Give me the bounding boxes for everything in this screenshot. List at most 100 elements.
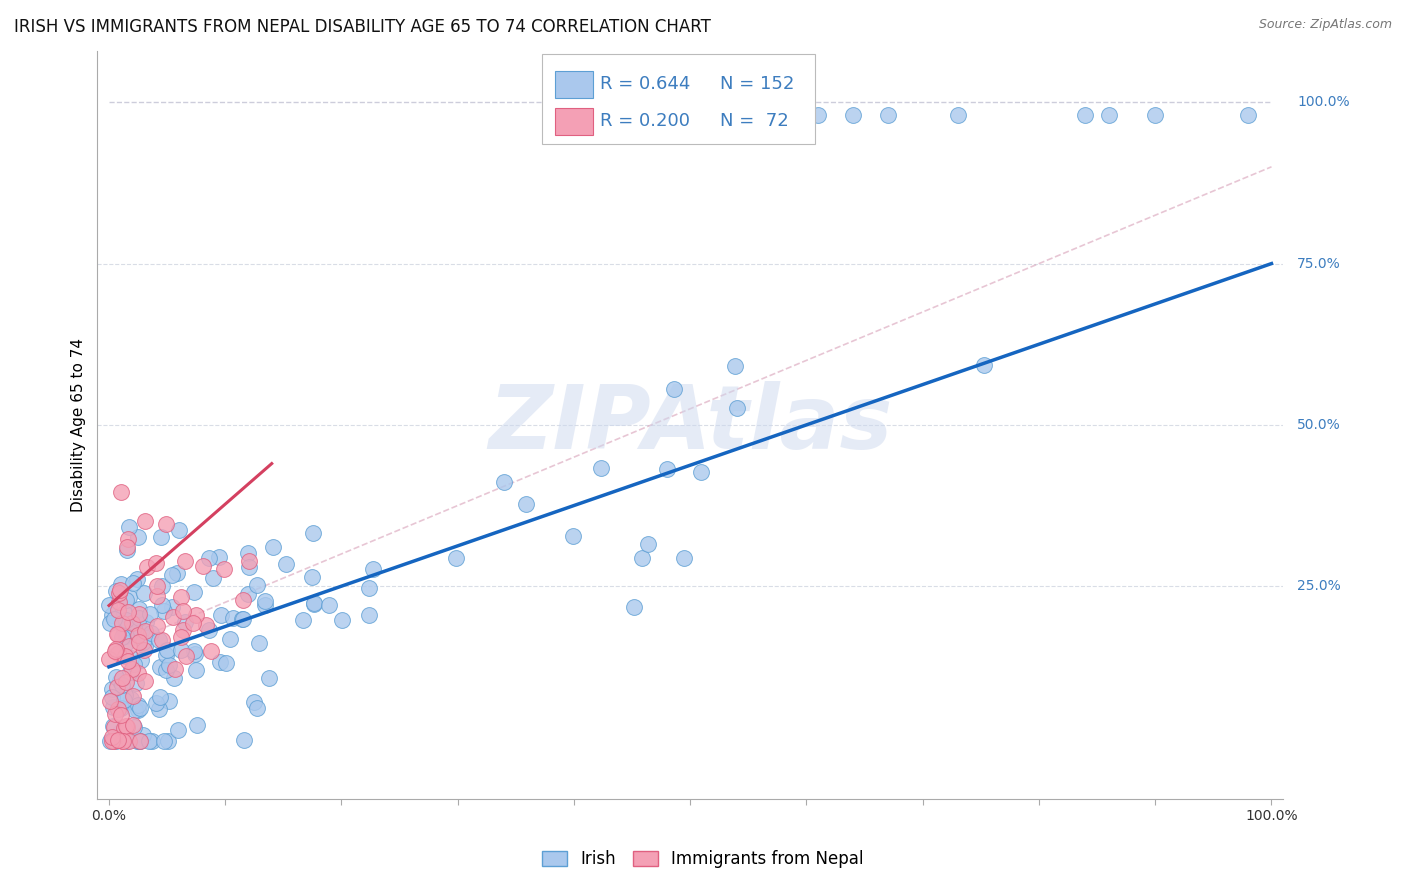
Point bbox=[111, 734, 134, 748]
Point bbox=[120, 691, 142, 706]
Point bbox=[111, 615, 134, 630]
Point bbox=[238, 587, 260, 601]
Point bbox=[128, 607, 150, 621]
Point bbox=[150, 579, 173, 593]
Point bbox=[191, 558, 214, 573]
Point bbox=[110, 671, 132, 685]
Point bbox=[101, 608, 124, 623]
Point bbox=[631, 550, 654, 565]
Point bbox=[101, 731, 124, 746]
Text: 100.0%: 100.0% bbox=[1298, 95, 1350, 110]
FancyBboxPatch shape bbox=[555, 108, 593, 135]
Point bbox=[186, 718, 208, 732]
Point bbox=[104, 706, 127, 721]
Point bbox=[222, 611, 245, 625]
Point bbox=[136, 559, 159, 574]
Point bbox=[238, 560, 260, 574]
Point bbox=[125, 734, 148, 748]
Point bbox=[357, 607, 380, 622]
Point bbox=[172, 603, 194, 617]
Point bbox=[105, 681, 128, 695]
Point bbox=[115, 636, 138, 650]
Text: R = 0.200: R = 0.200 bbox=[600, 112, 690, 130]
Point bbox=[104, 644, 127, 658]
Point bbox=[807, 108, 830, 122]
Point bbox=[262, 540, 284, 554]
Point bbox=[146, 579, 169, 593]
Point bbox=[115, 734, 138, 748]
Point bbox=[112, 693, 135, 707]
Point bbox=[134, 624, 156, 639]
Point bbox=[128, 635, 150, 649]
Point bbox=[202, 571, 225, 585]
Point bbox=[169, 523, 191, 537]
Point bbox=[257, 672, 280, 686]
Point bbox=[132, 635, 155, 649]
Point bbox=[107, 646, 129, 660]
Point bbox=[149, 690, 172, 704]
Point bbox=[515, 497, 537, 511]
Point bbox=[153, 734, 176, 748]
Point bbox=[117, 605, 139, 619]
Point bbox=[121, 689, 143, 703]
Point bbox=[114, 613, 136, 627]
Point bbox=[155, 516, 177, 531]
Point bbox=[591, 460, 613, 475]
Point bbox=[160, 600, 183, 615]
Point bbox=[98, 734, 121, 748]
Point bbox=[110, 701, 132, 715]
Point bbox=[103, 612, 125, 626]
Point bbox=[115, 543, 138, 558]
Point bbox=[1237, 108, 1260, 122]
Point bbox=[120, 625, 142, 640]
Point bbox=[209, 656, 232, 670]
Point bbox=[118, 590, 141, 604]
Point bbox=[170, 591, 193, 605]
Point bbox=[146, 589, 169, 603]
Point bbox=[302, 526, 325, 541]
Point bbox=[110, 485, 132, 500]
Point bbox=[104, 730, 127, 744]
Point bbox=[121, 663, 143, 677]
Text: ZIPAtlas: ZIPAtlas bbox=[488, 382, 893, 468]
Point bbox=[174, 649, 197, 664]
Text: IRISH VS IMMIGRANTS FROM NEPAL DISABILITY AGE 65 TO 74 CORRELATION CHART: IRISH VS IMMIGRANTS FROM NEPAL DISABILIT… bbox=[14, 18, 711, 36]
Point bbox=[162, 671, 184, 685]
Point bbox=[115, 720, 138, 734]
Point bbox=[129, 701, 152, 715]
Point bbox=[492, 475, 515, 490]
Point bbox=[125, 572, 148, 586]
Point bbox=[111, 630, 134, 644]
Point bbox=[100, 690, 122, 704]
Point bbox=[214, 561, 236, 575]
Point bbox=[131, 653, 153, 667]
Point bbox=[112, 721, 135, 735]
Point bbox=[134, 674, 156, 689]
Point bbox=[134, 514, 156, 528]
Point bbox=[153, 604, 176, 618]
Point bbox=[301, 570, 323, 584]
Point bbox=[198, 623, 221, 637]
Point bbox=[150, 633, 173, 648]
Point bbox=[107, 586, 129, 600]
Point bbox=[110, 577, 132, 591]
Point bbox=[118, 639, 141, 653]
Point bbox=[111, 678, 134, 692]
Point bbox=[122, 718, 145, 732]
Point bbox=[132, 586, 155, 600]
Point bbox=[128, 602, 150, 616]
Point bbox=[110, 707, 132, 722]
Point bbox=[101, 734, 124, 748]
Point bbox=[101, 700, 124, 714]
Point bbox=[101, 731, 124, 745]
Text: N =  72: N = 72 bbox=[720, 112, 789, 130]
Point bbox=[115, 629, 138, 643]
Point bbox=[359, 581, 381, 595]
Point bbox=[129, 625, 152, 640]
Point bbox=[302, 596, 325, 610]
Point bbox=[104, 670, 127, 684]
Point bbox=[163, 662, 186, 676]
Point bbox=[236, 546, 259, 560]
Point bbox=[173, 615, 195, 630]
Point bbox=[127, 703, 149, 717]
